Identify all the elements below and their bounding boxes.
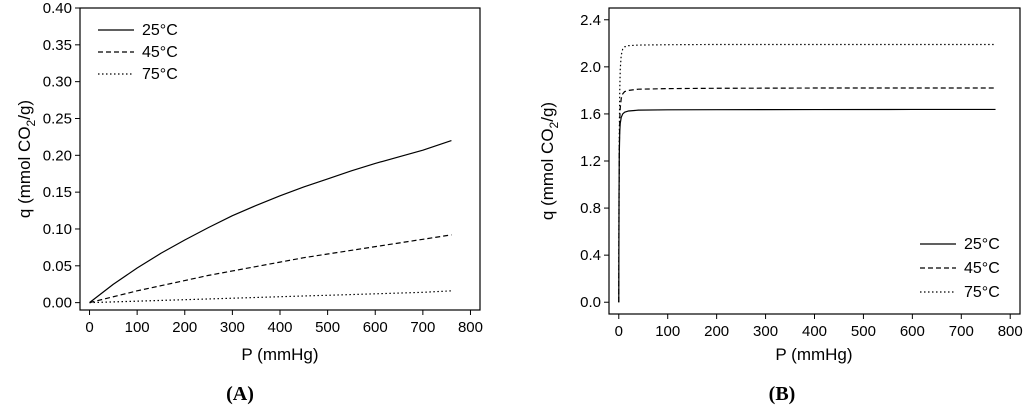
panel-a-x-axis-label: P (mmHg) bbox=[241, 345, 318, 364]
panel-a-y-tick-label: 0.05 bbox=[43, 258, 72, 275]
panel-a-x-tick-label: 800 bbox=[458, 319, 483, 336]
panel-a-y-axis-label: q (mmol CO2/g) bbox=[15, 100, 38, 218]
panel-b-label: (B) bbox=[769, 383, 796, 405]
panel-b-series-line-solid bbox=[618, 108, 996, 303]
panel-b-x-tick-label: 700 bbox=[949, 323, 974, 340]
panel-a-x-tick-label: 300 bbox=[220, 319, 245, 336]
panel-b: P (mmHg) q (mmol CO2/g) (B) 0 100 200 300 40… bbox=[538, 7, 1023, 405]
panel-a-y-tick-label: 0.10 bbox=[43, 221, 72, 238]
panel-a-x-tick-label: 0 bbox=[85, 319, 93, 336]
panel-a-y-tick-label: 0.20 bbox=[43, 147, 72, 164]
panel-b-y-tick-label: 0.0 bbox=[580, 294, 601, 311]
panel-a: P (mmHg) q (mmol CO2/g) (A) 0 100 200 300 40… bbox=[15, 0, 483, 405]
panel-a-legend-label: 75°C bbox=[142, 66, 178, 83]
panel-a-series-line-solid bbox=[89, 140, 452, 304]
panel-a-x-tick-label: 600 bbox=[363, 319, 388, 336]
panel-b-y-axis-label: q (mmol CO2/g) bbox=[538, 102, 561, 220]
panel-a-legend-label: 25°C bbox=[142, 22, 178, 39]
panel-a-legend-label: 45°C bbox=[142, 44, 178, 61]
panel-a-series-line-dotted bbox=[89, 290, 452, 304]
panel-b-legend-label: 75°C bbox=[964, 284, 1000, 301]
panel-b-plot-frame bbox=[608, 7, 1021, 315]
panel-b-x-tick-label: 100 bbox=[655, 323, 680, 340]
panel-b-y-tick-label: 2.4 bbox=[580, 12, 601, 29]
panel-b-y-tick-label: 1.6 bbox=[580, 106, 601, 123]
panel-a-y-tick-label: 0.40 bbox=[43, 0, 72, 17]
panel-a-label: (A) bbox=[226, 383, 254, 405]
panel-b-x-tick-label: 800 bbox=[998, 323, 1023, 340]
panel-a-x-tick-label: 500 bbox=[315, 319, 340, 336]
panel-b-y-tick-label: 0.8 bbox=[580, 200, 601, 217]
panel-b-y-tick-label: 2.0 bbox=[580, 59, 601, 76]
panel-a-series-line-dashed bbox=[89, 234, 452, 304]
panel-b-x-tick-label: 0 bbox=[615, 323, 623, 340]
panel-b-x-tick-label: 600 bbox=[900, 323, 925, 340]
panel-b-x-tick-label: 300 bbox=[753, 323, 778, 340]
panel-b-legend-label: 45°C bbox=[964, 260, 1000, 277]
panel-b-x-tick-label: 500 bbox=[851, 323, 876, 340]
panel-b-x-tick-label: 400 bbox=[802, 323, 827, 340]
panel-a-x-tick-label: 200 bbox=[172, 319, 197, 336]
panel-a-x-tick-label: 400 bbox=[267, 319, 292, 336]
panel-b-x-tick-label: 200 bbox=[704, 323, 729, 340]
panel-a-y-tick-label: 0.35 bbox=[43, 37, 72, 54]
panel-b-series-line-dotted bbox=[618, 43, 996, 303]
panel-b-y-tick-label: 0.4 bbox=[580, 247, 601, 264]
panel-b-x-axis-label: P (mmHg) bbox=[775, 345, 852, 364]
panel-b-y-tick-label: 1.2 bbox=[580, 153, 601, 170]
panel-b-series-line-dashed bbox=[618, 87, 996, 303]
panel-a-plot-frame bbox=[79, 7, 481, 311]
panel-a-y-tick-label: 0.30 bbox=[43, 74, 72, 91]
panel-a-y-tick-label: 0.25 bbox=[43, 110, 72, 127]
panel-a-x-tick-label: 700 bbox=[410, 319, 435, 336]
panel-a-x-tick-label: 100 bbox=[125, 319, 150, 336]
panel-a-y-tick-label: 0.00 bbox=[43, 295, 72, 312]
panel-a-y-tick-label: 0.15 bbox=[43, 184, 72, 201]
panel-b-legend-label: 25°C bbox=[964, 236, 1000, 253]
